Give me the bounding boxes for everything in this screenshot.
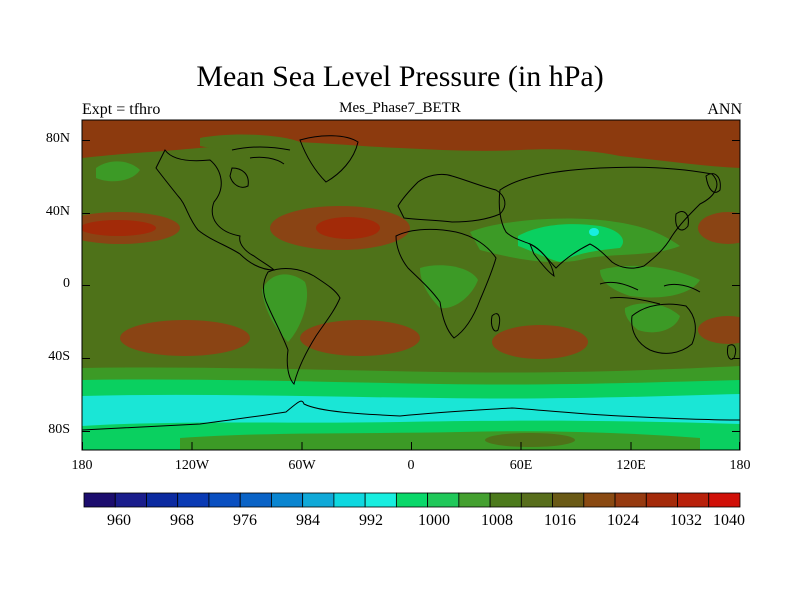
coastlines xyxy=(82,135,740,431)
colorbar-swatch xyxy=(708,492,741,508)
arctic-high-region xyxy=(82,120,740,168)
lon-label-180-east: 180 xyxy=(729,458,751,473)
colorbar-swatch xyxy=(364,492,397,508)
lon-ticks xyxy=(82,442,740,450)
lat-label-40s: 40S xyxy=(48,349,70,364)
colorbar xyxy=(83,492,741,508)
africa-coast xyxy=(395,228,497,339)
case-label: Mes_Phase7_BETR xyxy=(339,100,461,116)
colorbar-swatch xyxy=(208,492,241,508)
colorbar-label-1032: 1032 xyxy=(670,512,702,529)
colorbar-label-1008: 1008 xyxy=(481,512,513,529)
colorbar-swatch xyxy=(114,492,147,508)
indian-subcontinent xyxy=(529,242,555,278)
south-america-low xyxy=(262,274,308,342)
south-indian-high xyxy=(492,325,588,359)
experiment-label: Expt = tfhro xyxy=(82,101,161,118)
colorbar-swatch xyxy=(520,492,553,508)
map-title: Mean Sea Level Pressure (in hPa) xyxy=(196,60,604,93)
lon-label-180-west: 180 xyxy=(71,458,93,473)
canadian-archipelago xyxy=(231,146,291,165)
lat-label-80n: 80N xyxy=(45,131,70,146)
south-atlantic-high xyxy=(300,320,420,356)
colorbar-label-1016: 1016 xyxy=(544,512,576,529)
colorbar-swatch xyxy=(83,492,116,508)
maritime-continent-low xyxy=(600,265,700,298)
hudson-bay-coast xyxy=(229,167,249,188)
south-pacific-high xyxy=(120,320,250,356)
lat-label-0: 0 xyxy=(63,276,70,291)
kamchatka-coast xyxy=(705,173,721,193)
lat-ticks xyxy=(82,140,740,432)
australia-coast xyxy=(631,303,696,354)
colorbar-label-1000: 1000 xyxy=(418,512,450,529)
colorbar-swatch xyxy=(583,492,616,508)
greenland-coast xyxy=(299,135,359,183)
lon-label-120e: 120E xyxy=(616,458,646,473)
colorbar-swatch xyxy=(333,492,366,508)
europe-coast xyxy=(397,173,506,223)
circumpolar-low-edge xyxy=(82,379,740,400)
north-america-coast xyxy=(155,149,276,271)
colorbar-label-992: 992 xyxy=(359,512,383,529)
colorbar-swatch xyxy=(146,492,179,508)
season-label: ANN xyxy=(707,101,742,118)
colorbar-label-960: 960 xyxy=(107,512,131,529)
japan-coast xyxy=(675,211,689,231)
colorbar-swatch xyxy=(302,492,335,508)
madagascar-coast xyxy=(491,313,501,332)
colorbar-swatch xyxy=(177,492,210,508)
lat-label-80s: 80S xyxy=(48,422,70,437)
tibet-low-core xyxy=(589,228,599,236)
indonesia-coast xyxy=(599,281,701,305)
pacific-high-north-east xyxy=(698,212,740,244)
antarctic-plateau-peak xyxy=(485,433,575,447)
colorbar-swatch xyxy=(458,492,491,508)
south-indian-high-east xyxy=(698,316,740,344)
arctic-low-patch xyxy=(200,134,300,150)
colorbar-swatch xyxy=(395,492,429,508)
colorbar-swatch xyxy=(271,492,304,508)
lon-label-0: 0 xyxy=(407,458,415,473)
colorbar-label-968: 968 xyxy=(170,512,194,529)
pressure-field xyxy=(82,120,740,450)
australia-low xyxy=(624,303,680,333)
lon-label-120w: 120W xyxy=(174,458,210,473)
colorbar-label-984: 984 xyxy=(296,512,320,529)
north-pacific-low xyxy=(96,161,140,182)
lon-label-60e: 60E xyxy=(509,458,533,473)
colorbar-swatch xyxy=(489,492,522,508)
lon-label-60w: 60W xyxy=(288,458,316,473)
south-america-coast xyxy=(263,268,341,385)
antarctic-plateau xyxy=(180,431,700,450)
colorbar-label-1024: 1024 xyxy=(607,512,639,529)
colorbar-label-976: 976 xyxy=(233,512,257,529)
africa-low xyxy=(420,265,478,309)
lat-label-40n: 40N xyxy=(45,204,70,219)
colorbar-swatch xyxy=(677,492,710,508)
colorbar-swatch xyxy=(614,492,647,508)
colorbar-swatch xyxy=(645,492,678,508)
colorbar-swatch xyxy=(552,492,585,508)
pacific-high-north-west-core xyxy=(82,220,156,236)
colorbar-swatch xyxy=(239,492,272,508)
colorbar-label-1040: 1040 xyxy=(713,512,745,529)
colorbar-swatch xyxy=(427,492,460,508)
azores-high-core xyxy=(316,217,380,239)
antarctica-coast xyxy=(82,400,740,431)
